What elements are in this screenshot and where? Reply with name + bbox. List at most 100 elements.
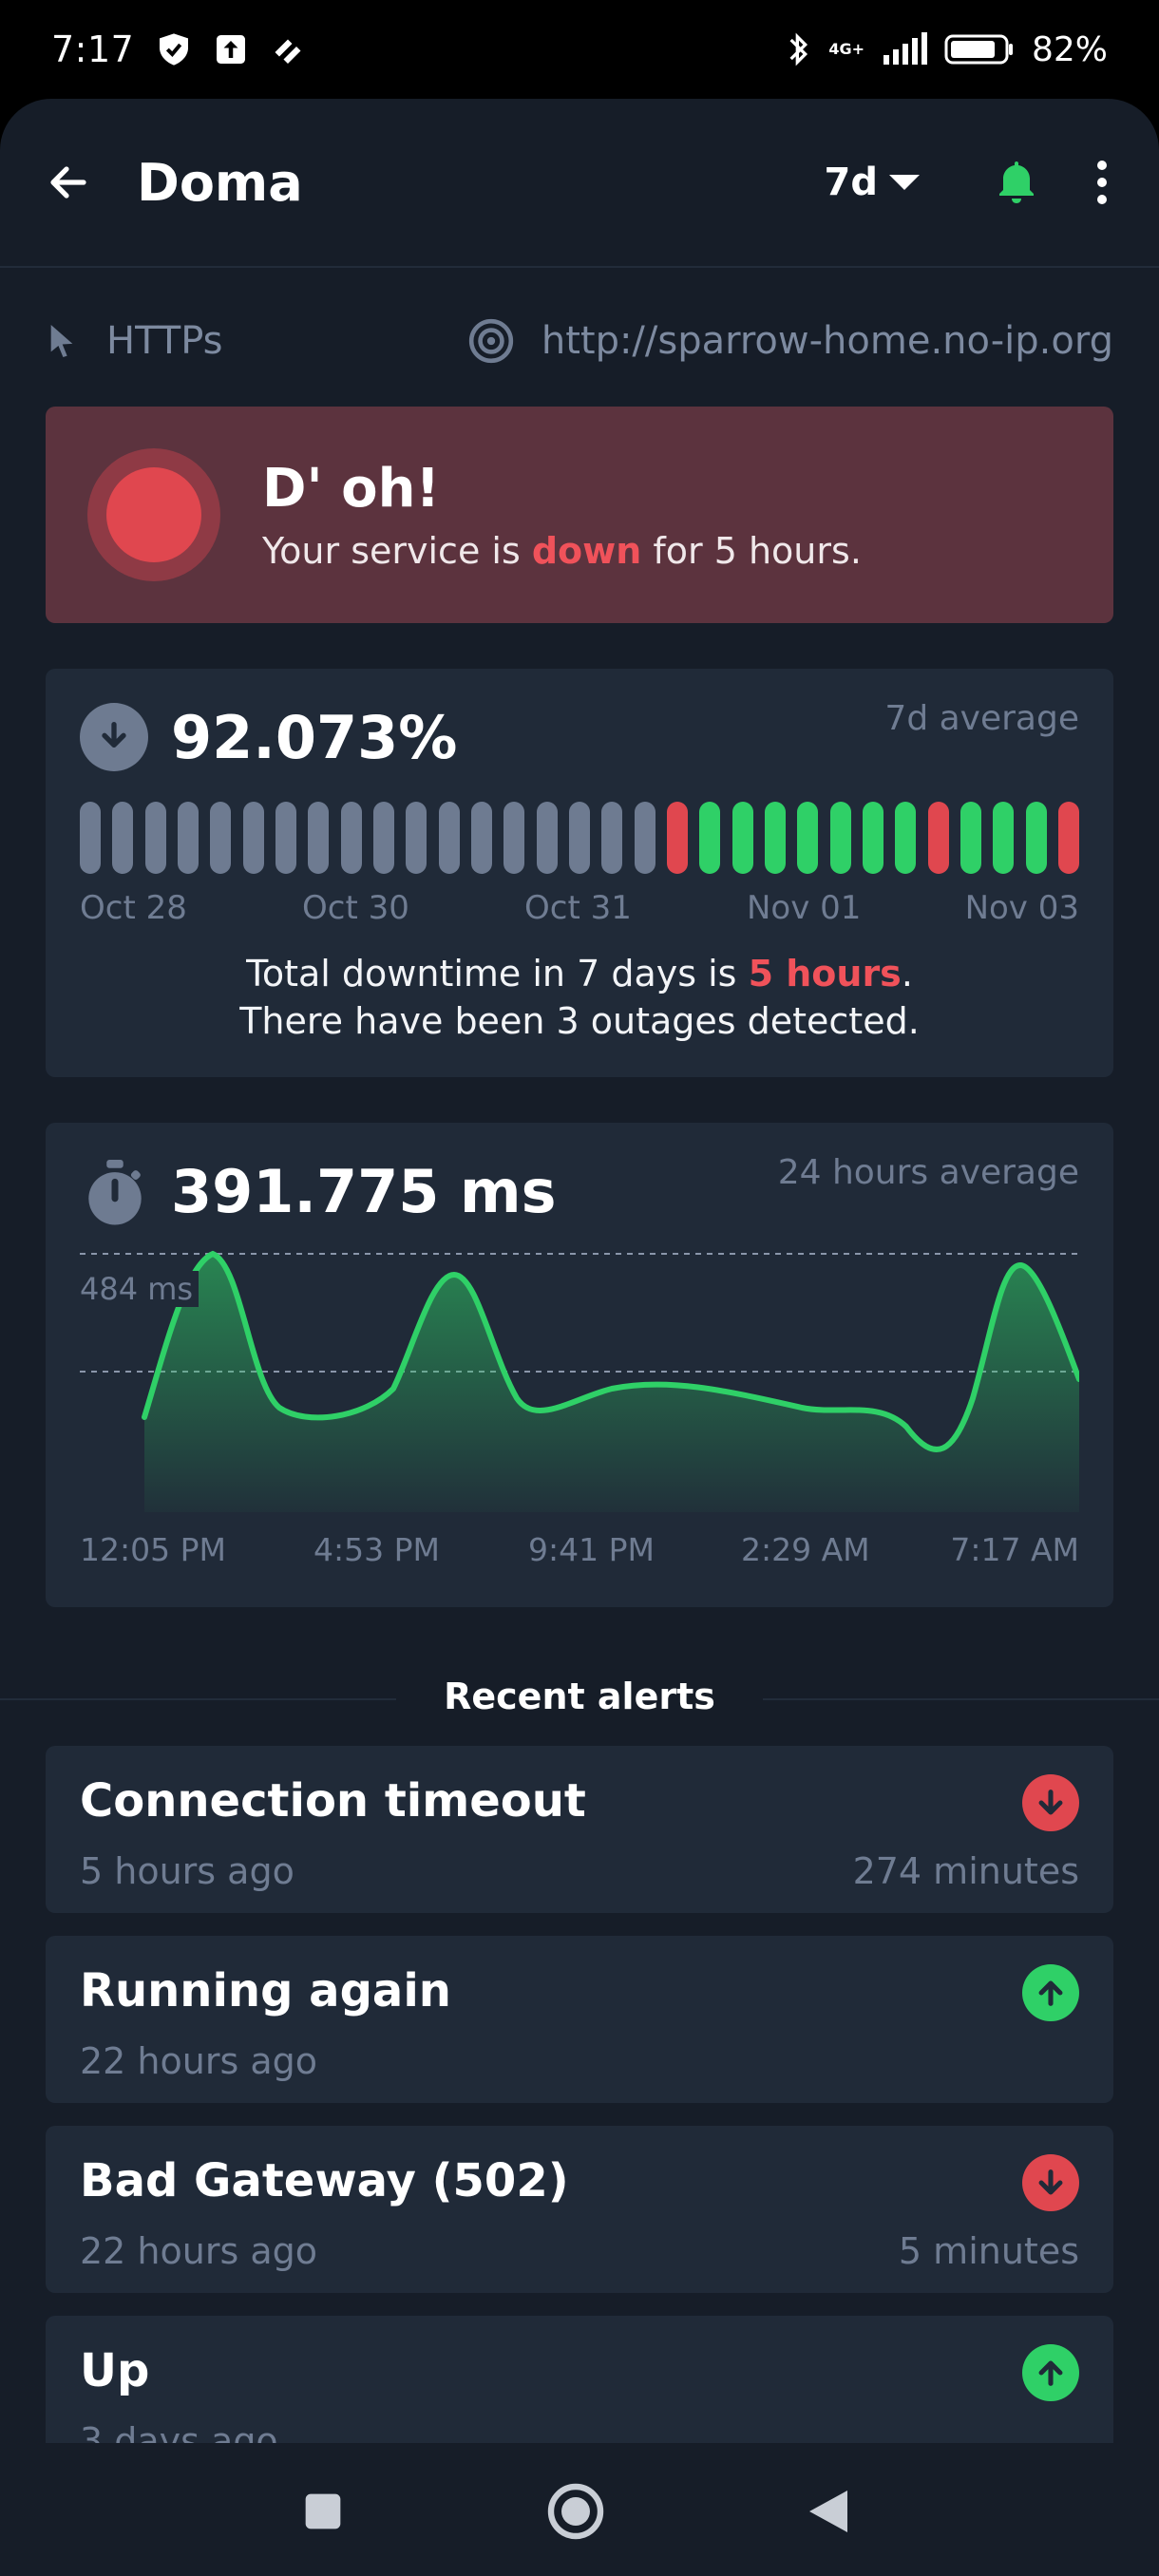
response-time-card: 391.775 ms 24 hours average 484 ms 12:05…	[46, 1123, 1113, 1607]
uptime-bar-gray	[634, 802, 656, 874]
alert-time: 22 hours ago	[80, 2040, 318, 2082]
back-button[interactable]	[38, 152, 99, 213]
recents-button[interactable]	[293, 2481, 353, 2542]
status-bar: 7:17 4G+ 82%	[0, 0, 1159, 99]
uptime-bar-green	[895, 802, 917, 874]
alert-title: Running again	[80, 1964, 451, 2017]
notifications-button[interactable]	[988, 154, 1045, 211]
uptime-bar-green	[1025, 802, 1047, 874]
uptime-bar-gray	[242, 802, 264, 874]
alert-time: 5 hours ago	[80, 1850, 294, 1892]
response-time-chart	[80, 1250, 1079, 1512]
app-notification-icon	[275, 39, 301, 64]
alert-title: Up	[80, 2344, 150, 2397]
system-nav-bar	[0, 2443, 1159, 2576]
monitor-url[interactable]: http://sparrow-home.no-ip.org	[541, 319, 1113, 363]
shield-check-icon	[160, 33, 189, 66]
uptime-bar-gray	[144, 802, 166, 874]
signal-icon	[883, 32, 927, 65]
battery-level: 82%	[1031, 29, 1108, 69]
date-label: Oct 28	[80, 889, 187, 927]
response-time-value: 391.775 ms	[171, 1157, 557, 1226]
date-label: Nov 01	[747, 889, 862, 927]
uptime-bar-gray	[471, 802, 492, 874]
status-banner: D' oh! Your service is down for 5 hours.	[46, 407, 1113, 623]
home-button[interactable]	[545, 2481, 606, 2542]
time-label: 7:17 AM	[950, 1531, 1079, 1568]
more-options-button[interactable]	[1083, 154, 1121, 211]
pointer-icon	[50, 325, 73, 357]
uptime-bar-gray	[178, 802, 199, 874]
uptime-value: 92.073%	[171, 703, 458, 772]
alert-duration: 5 minutes	[898, 2230, 1079, 2272]
arrow-down-icon	[1022, 1774, 1079, 1831]
time-label: 9:41 PM	[528, 1531, 655, 1568]
uptime-bar-green	[993, 802, 1015, 874]
alert-time: 3 days ago	[80, 2420, 278, 2443]
arrow-up-icon	[1022, 2344, 1079, 2401]
target-icon	[468, 318, 513, 364]
uptime-bar-gray	[112, 802, 134, 874]
alert-item[interactable]: Connection timeout 5 hours ago 274 minut…	[46, 1746, 1113, 1913]
page-title: Doma	[137, 152, 303, 213]
status-message: Your service is down for 5 hours.	[262, 530, 862, 572]
battery-icon	[944, 34, 1013, 65]
status-title: D' oh!	[262, 458, 441, 520]
uptime-average-label: 7d average	[884, 699, 1079, 738]
status-time: 7:17	[51, 28, 135, 70]
arrow-down-icon	[1022, 2154, 1079, 2211]
uptime-bar-gray	[340, 802, 362, 874]
uptime-bar-gray	[536, 802, 558, 874]
uptime-bars	[80, 802, 1079, 874]
bell-icon	[999, 161, 1034, 203]
uptime-bar-green	[732, 802, 753, 874]
uptime-bar-green	[829, 802, 851, 874]
date-label: Oct 31	[524, 889, 632, 927]
response-area	[144, 1254, 1079, 1512]
caret-down-icon	[889, 175, 920, 190]
arrow-up-icon	[1022, 1964, 1079, 2021]
downtime-duration: 5 hours	[748, 953, 902, 994]
more-vertical-icon	[1097, 161, 1107, 204]
square-icon	[305, 2493, 341, 2529]
uptime-bar-green	[960, 802, 981, 874]
time-label: 2:29 AM	[741, 1531, 870, 1568]
uptime-bar-gray	[406, 802, 428, 874]
uptime-bar-gray	[308, 802, 330, 874]
response-time-axis: 12:05 PM 4:53 PM 9:41 PM 2:29 AM 7:17 AM	[80, 1531, 1079, 1573]
protocol-label: HTTPs	[106, 319, 223, 363]
alert-item[interactable]: Up 3 days ago	[46, 2316, 1113, 2443]
circle-icon	[547, 2483, 604, 2540]
alert-item[interactable]: Bad Gateway (502) 22 hours ago 5 minutes	[46, 2126, 1113, 2293]
uptime-bar-red	[927, 802, 949, 874]
response-y-label: 484 ms	[80, 1271, 200, 1307]
alert-item[interactable]: Running again 22 hours ago	[46, 1936, 1113, 2103]
app-bar: Doma 7d	[0, 99, 1159, 268]
uptime-bar-gray	[438, 802, 460, 874]
outages-text: There have been 3 outages detected.	[239, 1000, 920, 1042]
uptime-bar-gray	[373, 802, 394, 874]
uptime-bar-green	[699, 802, 721, 874]
uptime-bar-gray	[276, 802, 296, 874]
uptime-bar-gray	[601, 802, 623, 874]
alert-title: Connection timeout	[80, 1774, 586, 1828]
uptime-bar-red	[667, 802, 688, 874]
network-type: 4G+	[828, 40, 864, 58]
alert-title: Bad Gateway (502)	[80, 2154, 569, 2207]
uptime-bar-gray	[210, 802, 232, 874]
back-nav-button[interactable]	[798, 2481, 859, 2542]
uptime-card: 92.073% 7d average Oct 28 Oct 30 Oct 31 …	[46, 669, 1113, 1077]
response-average-label: 24 hours average	[777, 1153, 1079, 1192]
date-label: Oct 30	[302, 889, 409, 927]
range-selector[interactable]: 7d	[825, 161, 922, 204]
status-word: down	[531, 530, 642, 572]
triangle-back-icon	[809, 2491, 847, 2532]
date-label: Nov 03	[964, 889, 1079, 927]
arrow-down-circle-icon	[80, 703, 148, 771]
stopwatch-icon	[88, 1160, 142, 1225]
upload-icon	[217, 35, 246, 64]
alert-duration: 274 minutes	[852, 1850, 1079, 1892]
uptime-bar-red	[1058, 802, 1079, 874]
uptime-bar-green	[797, 802, 819, 874]
uptime-bar-gray	[80, 802, 101, 874]
